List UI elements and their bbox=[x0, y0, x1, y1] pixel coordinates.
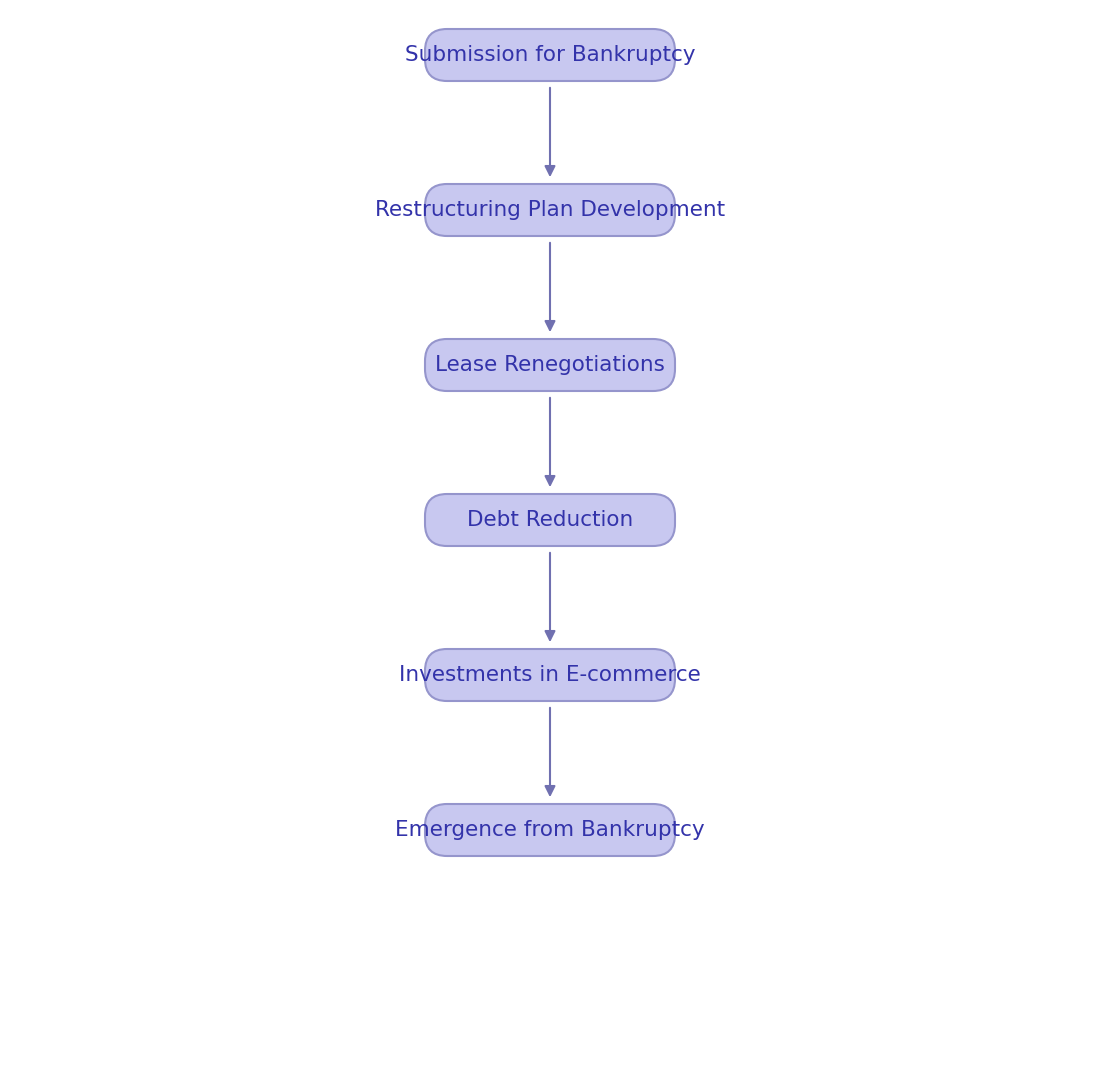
FancyBboxPatch shape bbox=[425, 804, 675, 856]
FancyBboxPatch shape bbox=[425, 494, 675, 546]
Text: Emergence from Bankruptcy: Emergence from Bankruptcy bbox=[395, 820, 705, 840]
Text: Lease Renegotiations: Lease Renegotiations bbox=[436, 355, 664, 375]
Text: Investments in E-commerce: Investments in E-commerce bbox=[399, 665, 701, 685]
FancyBboxPatch shape bbox=[425, 339, 675, 391]
Text: Submission for Bankruptcy: Submission for Bankruptcy bbox=[405, 45, 695, 65]
FancyBboxPatch shape bbox=[425, 184, 675, 237]
Text: Restructuring Plan Development: Restructuring Plan Development bbox=[375, 200, 725, 220]
FancyBboxPatch shape bbox=[425, 649, 675, 701]
FancyBboxPatch shape bbox=[425, 29, 675, 81]
Text: Debt Reduction: Debt Reduction bbox=[466, 510, 634, 530]
